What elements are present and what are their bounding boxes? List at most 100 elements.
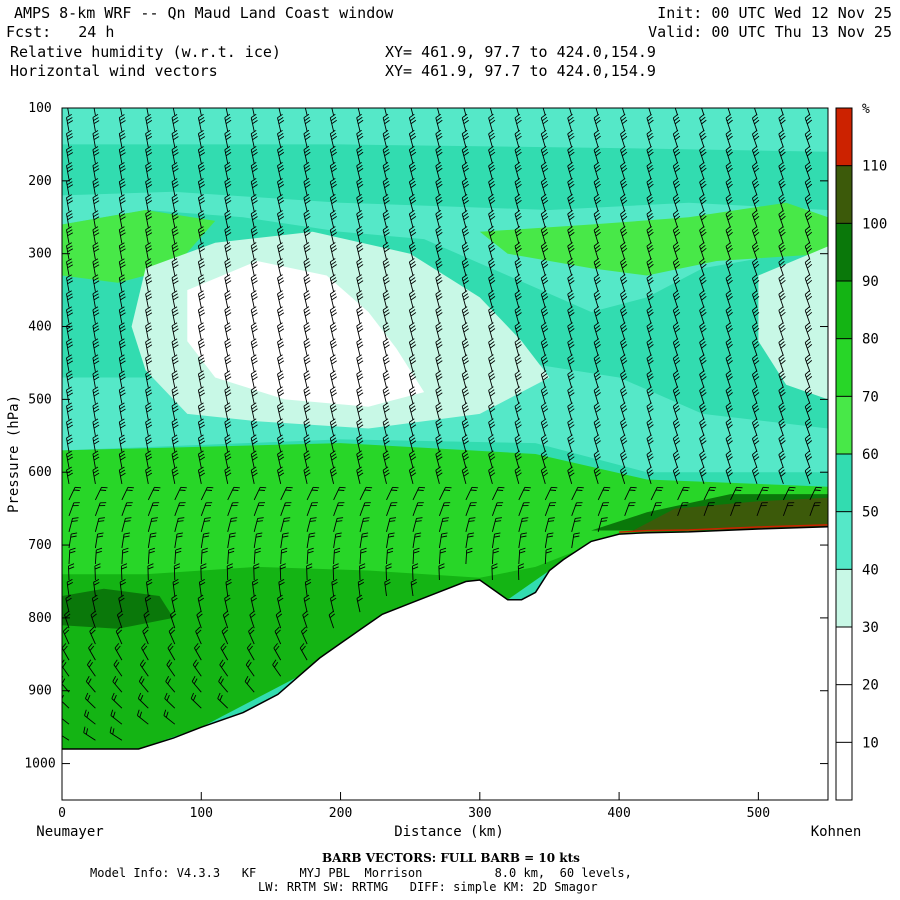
- wind-barb: [225, 579, 232, 597]
- wind-barb: [250, 290, 258, 308]
- wind-barb: [408, 370, 417, 388]
- wind-barb: [778, 418, 786, 436]
- wind-barb: [167, 643, 176, 661]
- wind-barb: [672, 322, 681, 340]
- wind-barb: [92, 178, 100, 196]
- wind-barb: [804, 434, 813, 452]
- wind-barb: [540, 290, 549, 308]
- wind-barb: [145, 210, 153, 228]
- wind-barb: [357, 579, 365, 597]
- wind-barb: [145, 162, 153, 180]
- wind-barb: [143, 610, 150, 629]
- wind-barb: [171, 114, 179, 132]
- wind-barb: [329, 113, 337, 132]
- wind-barb: [306, 486, 320, 501]
- wind-barb: [461, 386, 469, 404]
- wind-barb: [121, 517, 132, 533]
- wind-barb: [66, 402, 74, 420]
- wind-barb: [593, 193, 601, 212]
- wind-barb: [408, 145, 417, 164]
- colorbar-segment: [836, 396, 852, 454]
- wind-barb: [329, 274, 337, 292]
- colorbar-segment: [836, 627, 852, 685]
- wind-barb: [699, 370, 707, 388]
- wind-barb: [435, 338, 443, 356]
- wind-barb: [329, 306, 337, 324]
- wind-barb: [66, 210, 74, 228]
- wind-barb: [224, 162, 232, 180]
- wind-barb: [356, 370, 364, 388]
- wind-barb: [699, 210, 707, 228]
- wind-barb: [518, 517, 529, 533]
- wind-barb: [359, 547, 367, 565]
- wind-barb: [567, 113, 575, 132]
- colorbar-label: 80: [862, 332, 879, 348]
- wind-barb: [593, 338, 601, 356]
- wind-barb: [648, 108, 652, 116]
- wind-barb: [118, 290, 126, 308]
- wind-barb: [540, 418, 549, 436]
- wind-barb: [674, 108, 679, 116]
- wind-barb: [540, 354, 549, 372]
- wind-barb: [109, 726, 123, 741]
- wind-barb: [620, 113, 628, 132]
- colorbar-label: 60: [862, 447, 879, 463]
- wind-barb: [778, 354, 786, 372]
- wind-barb: [461, 306, 469, 324]
- wind-barb: [92, 226, 100, 244]
- wind-barb: [567, 306, 575, 324]
- wind-barb: [250, 258, 258, 276]
- wind-barb: [171, 450, 179, 468]
- wind-barb: [756, 486, 770, 501]
- wind-barb: [809, 502, 821, 517]
- wind-barb: [412, 532, 422, 549]
- wind-barb: [224, 146, 232, 164]
- wind-barb: [382, 226, 390, 244]
- wind-barb: [540, 370, 549, 388]
- colorbar-label: 20: [862, 678, 879, 694]
- wind-barb: [303, 450, 311, 468]
- wind-barb: [145, 450, 153, 468]
- wind-barb: [650, 486, 664, 501]
- wind-barb: [408, 210, 417, 228]
- wind-barb: [118, 274, 126, 292]
- wind-barb: [245, 659, 255, 677]
- wind-barb: [646, 418, 654, 436]
- wind-barb: [331, 579, 338, 597]
- wind-barb: [329, 178, 337, 196]
- wind-barb: [593, 418, 601, 436]
- wind-barb: [224, 274, 232, 292]
- wind-barb: [171, 242, 179, 260]
- wind-barb: [514, 113, 522, 132]
- wind-barb: [778, 177, 786, 196]
- wind-barb: [540, 161, 549, 180]
- wind-barb: [227, 532, 236, 549]
- wind-barb: [461, 129, 469, 148]
- x-tick-label: 300: [468, 806, 491, 821]
- wind-barb: [171, 434, 179, 452]
- wind-barb: [567, 370, 575, 388]
- wind-barb: [118, 386, 126, 404]
- wind-barb: [465, 532, 475, 549]
- wind-barb: [121, 502, 133, 517]
- wind-barb: [356, 162, 364, 180]
- wind-barb: [253, 486, 267, 501]
- wind-barb: [514, 274, 522, 292]
- wind-barb: [567, 450, 575, 468]
- wind-barb: [227, 517, 238, 533]
- wind-barb: [146, 579, 153, 597]
- wind-barb: [197, 146, 206, 164]
- wind-barb: [514, 242, 522, 260]
- wind-barb: [118, 178, 126, 196]
- wind-barb: [68, 547, 76, 565]
- wind-barb: [567, 418, 575, 436]
- wind-barb: [145, 354, 153, 372]
- wind-barb: [540, 466, 549, 485]
- wind-barb: [92, 130, 100, 148]
- colorbar-segment: [836, 511, 852, 570]
- wind-barb: [356, 322, 364, 340]
- wind-barb: [356, 274, 364, 292]
- wind-barb: [356, 338, 364, 356]
- wind-barb: [145, 178, 153, 196]
- wind-barb: [118, 306, 126, 324]
